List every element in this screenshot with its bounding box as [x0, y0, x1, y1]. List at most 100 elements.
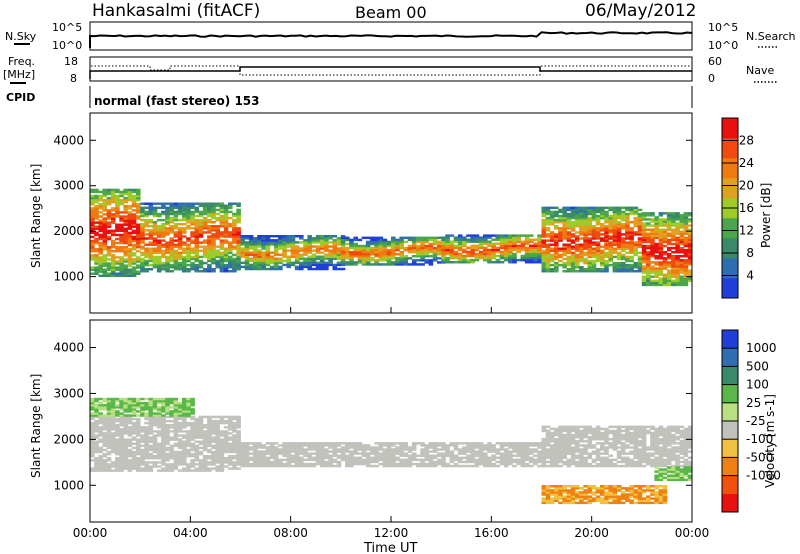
velocity-cell [194, 424, 200, 427]
velocity-cell [516, 454, 521, 457]
velocity-cell [554, 450, 559, 453]
velocity-cell [115, 404, 120, 407]
power-cell [215, 235, 220, 238]
power-cell [110, 229, 116, 233]
power-cell [633, 253, 639, 257]
power-cell [641, 212, 647, 215]
power-cell [207, 229, 212, 232]
velocity-cell [177, 461, 183, 464]
velocity-cell [311, 458, 317, 462]
power-cell [646, 257, 651, 260]
power-cell [499, 261, 505, 264]
power-cell [646, 232, 651, 235]
power-cell [152, 214, 158, 218]
velocity-cell [378, 458, 384, 462]
velocity-cell [537, 460, 542, 464]
velocity-cell [495, 456, 501, 460]
velocity-cell [403, 454, 409, 457]
velocity-cell [336, 450, 342, 453]
velocity-cell [136, 432, 141, 435]
power-cell [562, 225, 567, 228]
velocity-cell [587, 464, 593, 468]
velocity-cell [574, 435, 580, 439]
velocity-cell [470, 460, 475, 464]
power-cell [671, 236, 676, 240]
power-cell [123, 260, 128, 263]
power-cell [319, 245, 325, 248]
velocity-cell [190, 463, 195, 466]
power-cell [658, 279, 664, 283]
velocity-cell [483, 464, 488, 468]
velocity-cell [127, 414, 133, 417]
velocity-cell [541, 458, 547, 462]
power-cell [353, 244, 358, 248]
power-cell [374, 242, 379, 246]
velocity-cell [307, 458, 312, 462]
velocity-cell [115, 399, 120, 403]
power-cell [190, 239, 195, 242]
velocity-cell [102, 424, 108, 427]
power-cell [169, 225, 174, 228]
power-cell [173, 202, 179, 205]
velocity-cell [173, 442, 179, 446]
power-cell [202, 202, 208, 205]
velocity-cell [215, 442, 220, 446]
velocity-cell [324, 464, 329, 468]
velocity-cell [386, 462, 392, 466]
cpid-text: normal (fast stereo) 153 [94, 94, 260, 108]
velocity-cell [349, 446, 354, 449]
velocity-cell [98, 414, 103, 417]
power-cell [554, 221, 559, 224]
power-cell [240, 247, 246, 250]
power-cell [173, 249, 179, 253]
velocity-cell [462, 456, 467, 460]
power-cell [545, 229, 551, 232]
velocity-cell [420, 460, 425, 464]
power-cell [152, 261, 158, 265]
power-cell [591, 253, 597, 257]
velocity-cell [148, 419, 154, 423]
velocity-cell [257, 452, 262, 455]
velocity-cell [106, 428, 112, 431]
velocity-cell [190, 469, 195, 472]
power-cell [136, 258, 141, 261]
power-cell [616, 241, 622, 244]
power-cell [671, 246, 676, 250]
velocity-cell [161, 440, 166, 443]
power-cell [683, 253, 689, 256]
power-cell [278, 267, 283, 271]
power-cell [637, 231, 643, 234]
power-cell [529, 254, 534, 258]
velocity-cell [457, 458, 463, 462]
power-cell [574, 223, 580, 226]
power-cell [106, 252, 112, 255]
power-cell [671, 257, 676, 260]
velocity-cell [562, 442, 567, 445]
power-cell [345, 238, 350, 242]
velocity-cell [411, 458, 417, 462]
velocity-cell [194, 440, 200, 443]
velocity-cell [123, 444, 128, 448]
power-cell [115, 260, 120, 263]
power-cell [591, 208, 597, 212]
velocity-cell [595, 462, 601, 466]
power-cell [554, 210, 559, 214]
power-cell [516, 238, 521, 241]
power-cell [115, 205, 120, 208]
power-cell [428, 242, 434, 246]
velocity-cell [98, 408, 103, 411]
power-cell [169, 212, 174, 216]
power-cell [449, 246, 455, 250]
power-cell [683, 251, 689, 254]
velocity-cell [98, 446, 103, 450]
velocity-cell [98, 430, 103, 433]
power-cell [499, 238, 505, 241]
velocity-cell [574, 460, 580, 464]
velocity-cell [491, 456, 496, 460]
power-cell [278, 243, 283, 246]
power-cell [228, 259, 233, 263]
power-cell [182, 266, 187, 269]
power-cell [554, 212, 559, 216]
velocity-cell [152, 446, 158, 450]
power-cell [541, 208, 547, 212]
